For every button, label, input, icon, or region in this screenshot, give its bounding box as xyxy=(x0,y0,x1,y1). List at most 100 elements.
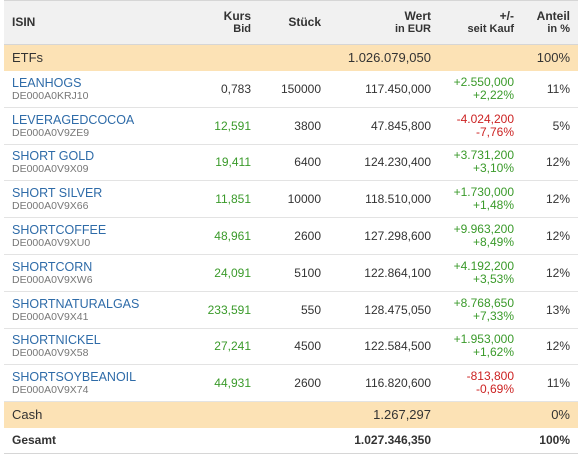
table-row[interactable]: SHORTSOYBEANOIL DE000A0V9X74 44,931 2600 116… xyxy=(4,365,578,402)
change-percent: +1,62% xyxy=(472,345,514,360)
col-header-change-line1: +/- xyxy=(499,8,514,23)
table-row[interactable]: SHORTCORN DE000A0V9XW6 24,091 5100 122.864,1… xyxy=(4,254,578,292)
cash-label: Cash xyxy=(12,407,43,423)
instrument-cell: LEANHOGS DE000A0KRJ10 xyxy=(4,71,174,108)
instrument-name-link[interactable]: SHORT SILVER xyxy=(12,186,103,201)
wert-eur: 47.845,800 xyxy=(370,118,431,133)
instrument-name-link[interactable]: SHORTSOYBEANOIL xyxy=(12,370,137,385)
change-absolute: +1.953,000 xyxy=(453,332,514,347)
total-row: Gesamt 1.027.346,350 100% xyxy=(4,428,578,454)
instrument-cell: SHORTCOFFEE DE000A0V9XU0 xyxy=(4,218,174,255)
change-percent: -7,76% xyxy=(475,124,514,139)
instrument-cell: SHORTNATURALGAS DE000A0V9X41 xyxy=(4,291,174,328)
table-row[interactable]: LEANHOGS DE000A0KRJ10 0,783 150000 117.450,0… xyxy=(4,71,578,108)
col-header-kurs-line1: Kurs xyxy=(223,8,251,23)
wert-eur: 118.510,000 xyxy=(365,192,431,207)
table-row[interactable]: SHORT SILVER DE000A0V9X66 11,851 10000 118.5… xyxy=(4,181,578,218)
wert-eur: 122.584,500 xyxy=(364,339,431,354)
change-absolute: +8.768,650 xyxy=(453,295,514,310)
wert-eur: 122.864,100 xyxy=(364,265,431,280)
instrument-isin: DE000A0V9X74 xyxy=(12,384,89,397)
instrument-cell: SHORTNICKEL DE000A0V9X58 xyxy=(4,328,174,365)
change-since-purchase: +3.731,200 +3,10% xyxy=(439,144,522,181)
table-header: ISIN Kurs Bid Stück Wert in EUR +/- seit… xyxy=(4,0,578,45)
instrument-name-link[interactable]: LEANHOGS xyxy=(12,75,82,90)
instrument-name-link[interactable]: SHORTNICKEL xyxy=(12,333,101,348)
stueck: 2600 xyxy=(294,376,321,391)
instrument-cell: SHORT SILVER DE000A0V9X66 xyxy=(4,181,174,218)
instrument-cell: SHORT GOLD DE000A0V9X09 xyxy=(4,144,174,181)
stueck: 4500 xyxy=(294,339,321,354)
instrument-isin: DE000A0V9XU0 xyxy=(12,237,91,250)
anteil-percent: 5% xyxy=(552,118,570,133)
change-since-purchase: +8.768,650 +7,33% xyxy=(439,291,522,328)
instrument-name-link[interactable]: LEVERAGEDCOCOA xyxy=(12,112,135,127)
col-header-kurs-line2: Bid xyxy=(233,22,251,35)
instrument-cell: LEVERAGEDCOCOA DE000A0V9ZE9 xyxy=(4,107,174,144)
anteil-percent: 12% xyxy=(545,229,570,244)
instrument-isin: DE000A0V9XW6 xyxy=(12,273,93,286)
stueck: 550 xyxy=(300,302,321,317)
change-percent: +3,10% xyxy=(472,161,514,176)
anteil-percent: 12% xyxy=(545,339,570,354)
change-percent: +8,49% xyxy=(472,235,514,250)
col-header-kurs[interactable]: Kurs Bid xyxy=(174,1,259,45)
total-label: Gesamt xyxy=(12,433,57,448)
col-header-wert-line2: in EUR xyxy=(394,22,431,35)
stueck: 150000 xyxy=(280,81,321,96)
change-absolute: +3.731,200 xyxy=(453,148,514,163)
anteil-percent: 12% xyxy=(545,192,570,207)
col-header-anteil[interactable]: Anteil in % xyxy=(522,1,578,45)
instrument-isin: DE000A0V9X09 xyxy=(12,163,89,176)
kurs-bid: 11,851 xyxy=(215,192,251,207)
cash-anteil: 0% xyxy=(551,407,570,423)
table-row[interactable]: SHORTNATURALGAS DE000A0V9X41 233,591 550 128… xyxy=(4,291,578,329)
instrument-isin: DE000A0V9ZE9 xyxy=(12,126,90,139)
change-since-purchase: +4.192,200 +3,53% xyxy=(439,254,522,291)
table-row[interactable]: SHORT GOLD DE000A0V9X09 19,411 6400 124.230,… xyxy=(4,144,578,181)
change-since-purchase: +2.550,000 +2,22% xyxy=(439,71,522,108)
col-header-change[interactable]: +/- seit Kauf xyxy=(439,1,522,45)
anteil-percent: 11% xyxy=(546,81,570,96)
table-row[interactable]: LEVERAGEDCOCOA DE000A0V9ZE9 12,591 3800 47.8… xyxy=(4,107,578,145)
wert-eur: 116.820,600 xyxy=(365,376,431,391)
change-since-purchase: -813,800 -0,69% xyxy=(439,365,522,402)
instrument-name-link[interactable]: SHORTCORN xyxy=(12,259,93,274)
col-header-isin[interactable]: ISIN xyxy=(12,15,36,29)
col-header-anteil-line2: in % xyxy=(547,22,570,35)
anteil-percent: 11% xyxy=(546,376,570,391)
change-absolute: -4.024,200 xyxy=(456,111,514,126)
instrument-isin: DE000A0V9X66 xyxy=(12,200,89,213)
col-header-wert[interactable]: Wert in EUR xyxy=(329,1,439,45)
wert-eur: 127.298,600 xyxy=(364,229,431,244)
stueck: 6400 xyxy=(294,155,321,170)
etf-group-row: ETFs 1.026.079,050 100% xyxy=(4,44,578,71)
stueck: 3800 xyxy=(294,118,321,133)
portfolio-widget: ISIN Kurs Bid Stück Wert in EUR +/- seit… xyxy=(4,0,578,454)
change-absolute: +4.192,200 xyxy=(453,258,514,273)
stueck: 2600 xyxy=(294,229,321,244)
etf-group-label: ETFs xyxy=(12,50,44,66)
instrument-isin: DE000A0KRJ10 xyxy=(12,89,89,102)
change-percent: +1,48% xyxy=(472,198,514,213)
kurs-bid: 233,591 xyxy=(207,302,251,317)
stueck: 10000 xyxy=(287,192,321,207)
col-header-anteil-line1: Anteil xyxy=(536,8,570,23)
instrument-name-link[interactable]: SHORT GOLD xyxy=(12,149,95,164)
instrument-isin: DE000A0V9X41 xyxy=(12,310,89,323)
change-absolute: +9.963,200 xyxy=(453,222,514,237)
table-row[interactable]: SHORTNICKEL DE000A0V9X58 27,241 4500 122.584… xyxy=(4,328,578,365)
wert-eur: 124.230,400 xyxy=(364,155,431,170)
instrument-cell: SHORTCORN DE000A0V9XW6 xyxy=(4,254,174,291)
kurs-bid: 19,411 xyxy=(215,155,251,170)
change-percent: +7,33% xyxy=(472,308,514,323)
change-since-purchase: -4.024,200 -7,76% xyxy=(439,107,522,144)
table-row[interactable]: SHORTCOFFEE DE000A0V9XU0 48,961 2600 127.298… xyxy=(4,218,578,255)
instrument-name-link[interactable]: SHORTCOFFEE xyxy=(12,223,107,238)
instrument-name-link[interactable]: SHORTNATURALGAS xyxy=(12,296,140,311)
change-absolute: -813,800 xyxy=(466,369,514,384)
anteil-percent: 12% xyxy=(545,155,570,170)
col-header-stueck[interactable]: Stück xyxy=(288,15,321,29)
change-percent: +2,22% xyxy=(472,87,514,102)
change-since-purchase: +1.953,000 +1,62% xyxy=(439,328,522,365)
